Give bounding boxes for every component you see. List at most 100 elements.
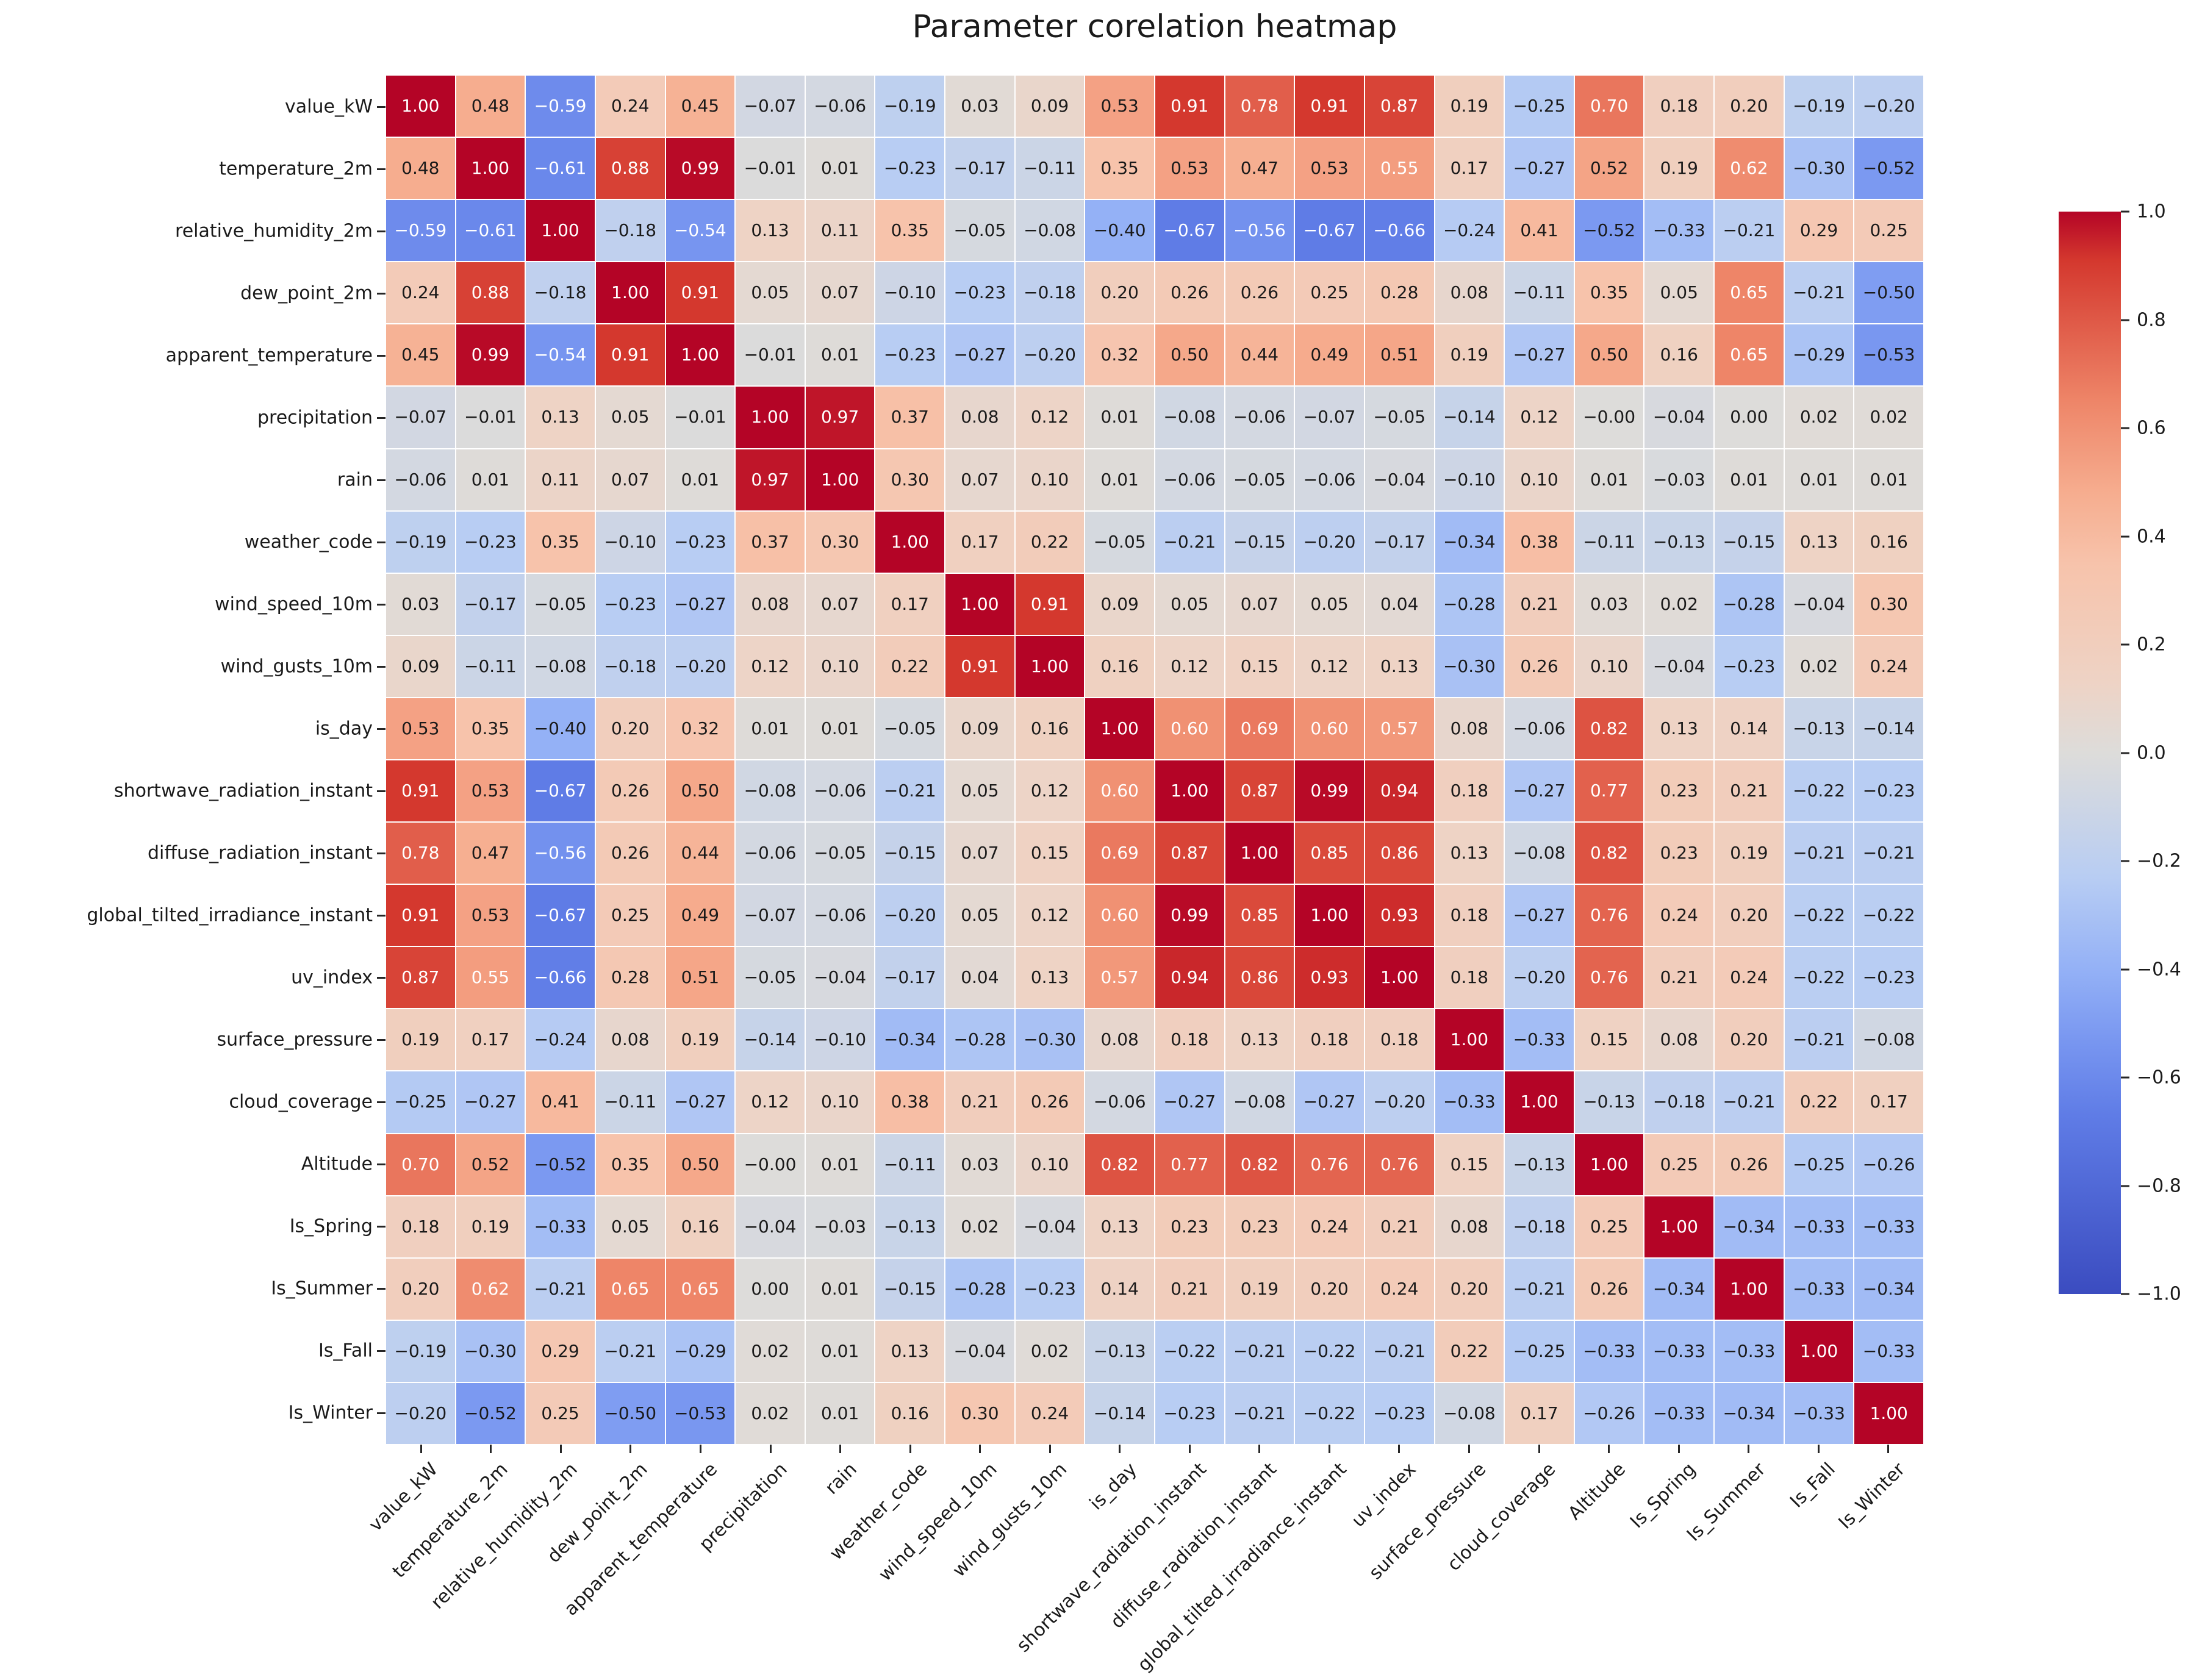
heatmap-cell-Is_Summer-is_day: 0.14	[1085, 1258, 1154, 1320]
colorbar-gradient	[2059, 212, 2121, 1294]
heatmap-cell-Is_Spring-wind_speed_10m: 0.02	[945, 1196, 1014, 1257]
heatmap-cell-rain-Altitude: 0.01	[1574, 449, 1644, 510]
heatmap-cell-value_kW-global_tilted_irradiance_instant: 0.91	[1295, 76, 1364, 137]
heatmap-cell-precipitation-rain: 0.97	[805, 387, 875, 448]
heatmap-cell-shortwave_radiation_instant-relative_humidity_2m: −0.67	[526, 760, 595, 822]
heatmap-cell-relative_humidity_2m-Is_Summer: −0.21	[1715, 200, 1784, 262]
heatmap-cell-surface_pressure-precipitation: −0.14	[736, 1009, 805, 1071]
x-tick-mark	[1258, 1445, 1261, 1453]
heatmap-cell-uv_index-cloud_coverage: −0.20	[1505, 947, 1574, 1009]
heatmap-cell-Is_Fall-value_kW: −0.19	[386, 1320, 455, 1382]
heatmap-cell-weather_code-Is_Winter: 0.16	[1854, 511, 1923, 573]
heatmap-cell-Is_Winter-surface_pressure: −0.08	[1435, 1382, 1504, 1444]
heatmap-cell-Altitude-Is_Summer: 0.26	[1715, 1134, 1784, 1195]
heatmap-cell-precipitation-cloud_coverage: 0.12	[1505, 387, 1574, 448]
heatmap-cell-wind_speed_10m-Is_Summer: −0.28	[1715, 573, 1784, 635]
heatmap-cell-global_tilted_irradiance_instant-cloud_coverage: −0.27	[1505, 885, 1574, 946]
heatmap-cell-value_kW-dew_point_2m: 0.24	[595, 76, 665, 137]
heatmap-cell-Is_Spring-Is_Fall: −0.33	[1784, 1196, 1854, 1257]
heatmap-cell-rain-dew_point_2m: 0.07	[595, 449, 665, 510]
heatmap-cell-Is_Winter-uv_index: −0.23	[1365, 1382, 1434, 1444]
heatmap-cell-wind_speed_10m-diffuse_radiation_instant: 0.07	[1225, 573, 1294, 635]
heatmap-cell-uv_index-global_tilted_irradiance_instant: 0.93	[1295, 947, 1364, 1009]
x-tick-mark	[839, 1445, 842, 1453]
heatmap-cell-wind_gusts_10m-Altitude: 0.10	[1574, 635, 1644, 697]
heatmap-cell-diffuse_radiation_instant-value_kW: 0.78	[386, 823, 455, 884]
heatmap-cell-temperature_2m-diffuse_radiation_instant: 0.47	[1225, 138, 1294, 199]
x-tick-mark	[1398, 1445, 1400, 1453]
heatmap-cell-shortwave_radiation_instant-surface_pressure: 0.18	[1435, 760, 1504, 822]
heatmap-cell-Is_Spring-wind_gusts_10m: −0.04	[1015, 1196, 1085, 1257]
y-axis-label-Is_Summer: Is_Summer	[271, 1278, 373, 1299]
heatmap-cell-Altitude-weather_code: −0.11	[875, 1134, 945, 1195]
heatmap-cell-rain-rain: 1.00	[805, 449, 875, 510]
heatmap-cell-dew_point_2m-wind_gusts_10m: −0.18	[1015, 262, 1085, 324]
y-tick-mark	[377, 541, 386, 543]
heatmap-cell-dew_point_2m-global_tilted_irradiance_instant: 0.25	[1295, 262, 1364, 324]
colorbar-tick-mark	[2121, 968, 2129, 970]
heatmap-cell-Altitude-is_day: 0.82	[1085, 1134, 1154, 1195]
heatmap-cell-cloud_coverage-precipitation: 0.12	[736, 1071, 805, 1133]
heatmap-cell-dew_point_2m-weather_code: −0.10	[875, 262, 945, 324]
heatmap-cell-rain-Is_Fall: 0.01	[1784, 449, 1854, 510]
heatmap-cell-rain-is_day: 0.01	[1085, 449, 1154, 510]
heatmap-cell-Altitude-Is_Winter: −0.26	[1854, 1134, 1923, 1195]
heatmap-cell-precipitation-apparent_temperature: −0.01	[665, 387, 735, 448]
y-tick-mark	[377, 1412, 386, 1414]
colorbar-tick-mark	[2121, 860, 2129, 862]
heatmap-cell-surface_pressure-shortwave_radiation_instant: 0.18	[1155, 1009, 1224, 1071]
heatmap-cell-shortwave_radiation_instant-value_kW: 0.91	[386, 760, 455, 822]
y-axis-label-uv_index: uv_index	[291, 967, 373, 988]
heatmap-cell-shortwave_radiation_instant-Altitude: 0.77	[1574, 760, 1644, 822]
heatmap-cell-relative_humidity_2m-temperature_2m: −0.61	[456, 200, 525, 262]
heatmap-cell-dew_point_2m-uv_index: 0.28	[1365, 262, 1434, 324]
heatmap-cell-relative_humidity_2m-wind_gusts_10m: −0.08	[1015, 200, 1085, 262]
heatmap-cell-rain-global_tilted_irradiance_instant: −0.06	[1295, 449, 1364, 510]
heatmap-cell-is_day-precipitation: 0.01	[736, 698, 805, 759]
heatmap-cell-global_tilted_irradiance_instant-Is_Winter: −0.22	[1854, 885, 1923, 946]
heatmap-cell-uv_index-apparent_temperature: 0.51	[665, 947, 735, 1009]
heatmap-cell-weather_code-weather_code: 1.00	[875, 511, 945, 573]
heatmap-cell-global_tilted_irradiance_instant-relative_humidity_2m: −0.67	[526, 885, 595, 946]
heatmap-cell-wind_gusts_10m-temperature_2m: −0.11	[456, 635, 525, 697]
heatmap-cell-is_day-diffuse_radiation_instant: 0.69	[1225, 698, 1294, 759]
heatmap-cell-wind_gusts_10m-Is_Winter: 0.24	[1854, 635, 1923, 697]
heatmap-cell-Is_Fall-global_tilted_irradiance_instant: −0.22	[1295, 1320, 1364, 1382]
heatmap-cell-shortwave_radiation_instant-wind_speed_10m: 0.05	[945, 760, 1014, 822]
heatmap-cell-global_tilted_irradiance_instant-Is_Summer: 0.20	[1715, 885, 1784, 946]
heatmap-cell-temperature_2m-weather_code: −0.23	[875, 138, 945, 199]
heatmap-cell-Is_Spring-temperature_2m: 0.19	[456, 1196, 525, 1257]
heatmap-cell-precipitation-shortwave_radiation_instant: −0.08	[1155, 387, 1224, 448]
heatmap-cell-Is_Winter-dew_point_2m: −0.50	[595, 1382, 665, 1444]
heatmap-cell-wind_speed_10m-precipitation: 0.08	[736, 573, 805, 635]
heatmap-cell-uv_index-Is_Fall: −0.22	[1784, 947, 1854, 1009]
heatmap-cell-cloud_coverage-weather_code: 0.38	[875, 1071, 945, 1133]
heatmap-cell-surface_pressure-rain: −0.10	[805, 1009, 875, 1071]
heatmap-cell-wind_speed_10m-global_tilted_irradiance_instant: 0.05	[1295, 573, 1364, 635]
heatmap-cell-Altitude-dew_point_2m: 0.35	[595, 1134, 665, 1195]
heatmap-cell-is_day-relative_humidity_2m: −0.40	[526, 698, 595, 759]
y-tick-mark	[377, 603, 386, 606]
heatmap-cell-uv_index-wind_gusts_10m: 0.13	[1015, 947, 1085, 1009]
heatmap-cell-relative_humidity_2m-diffuse_radiation_instant: −0.56	[1225, 200, 1294, 262]
heatmap-cell-Altitude-value_kW: 0.70	[386, 1134, 455, 1195]
heatmap-cell-Is_Winter-temperature_2m: −0.52	[456, 1382, 525, 1444]
heatmap-cell-weather_code-precipitation: 0.37	[736, 511, 805, 573]
heatmap-cell-dew_point_2m-shortwave_radiation_instant: 0.26	[1155, 262, 1224, 324]
heatmap-cell-is_day-Is_Spring: 0.13	[1644, 698, 1714, 759]
heatmap-cell-dew_point_2m-surface_pressure: 0.08	[1435, 262, 1504, 324]
heatmap-cell-shortwave_radiation_instant-Is_Fall: −0.22	[1784, 760, 1854, 822]
heatmap-cell-precipitation-temperature_2m: −0.01	[456, 387, 525, 448]
heatmap-cell-precipitation-Altitude: −0.00	[1574, 387, 1644, 448]
heatmap-cell-Is_Summer-precipitation: 0.00	[736, 1258, 805, 1320]
y-tick-mark	[377, 1101, 386, 1103]
heatmap-cell-Is_Winter-relative_humidity_2m: 0.25	[526, 1382, 595, 1444]
y-axis-label-precipitation: precipitation	[257, 407, 373, 429]
heatmap-cell-Is_Summer-Is_Fall: −0.33	[1784, 1258, 1854, 1320]
heatmap-cell-value_kW-Is_Winter: −0.20	[1854, 76, 1923, 137]
heatmap-cell-Is_Spring-Is_Winter: −0.33	[1854, 1196, 1923, 1257]
y-axis-label-wind_gusts_10m: wind_gusts_10m	[220, 656, 373, 677]
heatmap-cell-relative_humidity_2m-apparent_temperature: −0.54	[665, 200, 735, 262]
heatmap-cell-shortwave_radiation_instant-diffuse_radiation_instant: 0.87	[1225, 760, 1294, 822]
